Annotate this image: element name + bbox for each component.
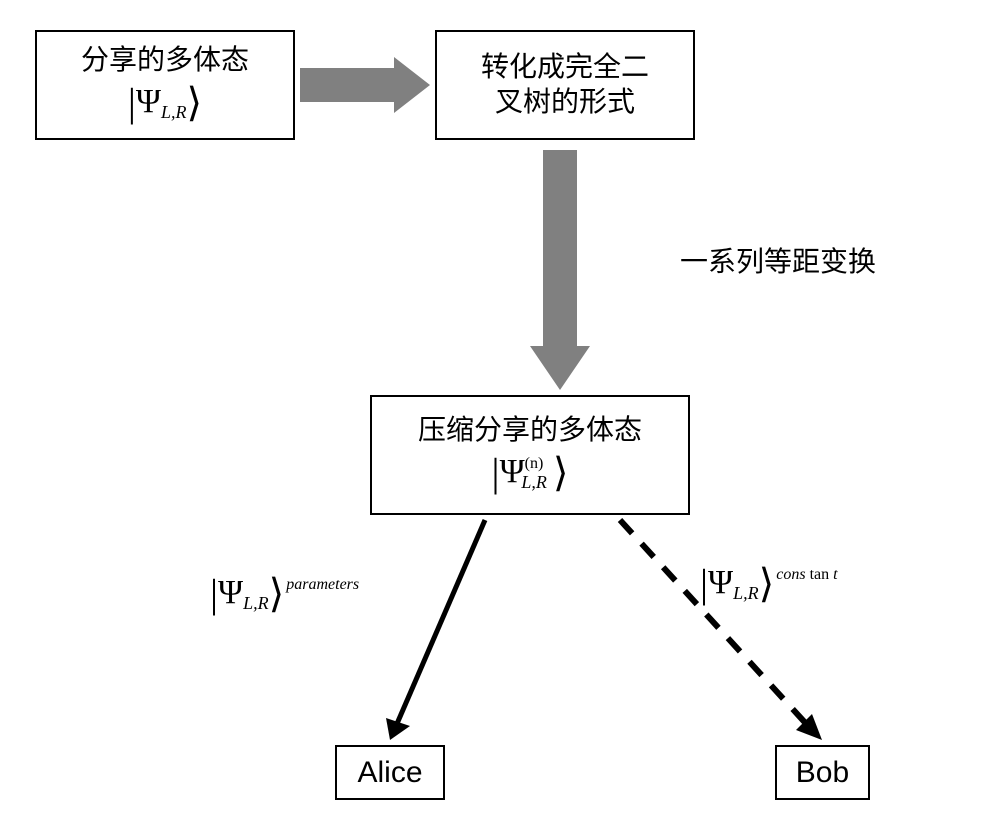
box2-line2: 叉树的形式 <box>495 85 635 120</box>
bob-label: Bob <box>796 754 849 792</box>
box-convert-binary-tree: 转化成完全二 叉树的形式 <box>435 30 695 140</box>
label-right-edge: |ΨL,R⟩cons tan t <box>700 560 838 607</box>
label-isometric-transforms: 一系列等距变换 <box>680 240 876 280</box>
box1-formula: |ΨL,R⟩ <box>128 78 202 128</box>
box-bob: Bob <box>775 745 870 800</box>
box-alice: Alice <box>335 745 445 800</box>
label-left-edge: |ΨL,R⟩parameters <box>210 570 359 617</box>
box3-formula: |Ψ(n)L,R⟩ <box>492 448 569 498</box>
diagram-canvas: 分享的多体态 |ΨL,R⟩ 转化成完全二 叉树的形式 压缩分享的多体态 |Ψ(n… <box>0 0 1000 830</box>
arrow-box1-to-box2 <box>300 57 430 113</box>
box-compressed-shared-state: 压缩分享的多体态 |Ψ(n)L,R⟩ <box>370 395 690 515</box>
arrow-to-alice <box>386 520 485 740</box>
box3-line1: 压缩分享的多体态 <box>418 413 642 448</box>
box1-line1: 分享的多体态 <box>81 43 249 78</box>
box2-line1: 转化成完全二 <box>481 50 649 85</box>
box-shared-multibody-state: 分享的多体态 |ΨL,R⟩ <box>35 30 295 140</box>
alice-label: Alice <box>357 754 422 792</box>
arrow-box2-to-box3 <box>530 150 590 390</box>
arrow-to-bob <box>620 520 822 740</box>
